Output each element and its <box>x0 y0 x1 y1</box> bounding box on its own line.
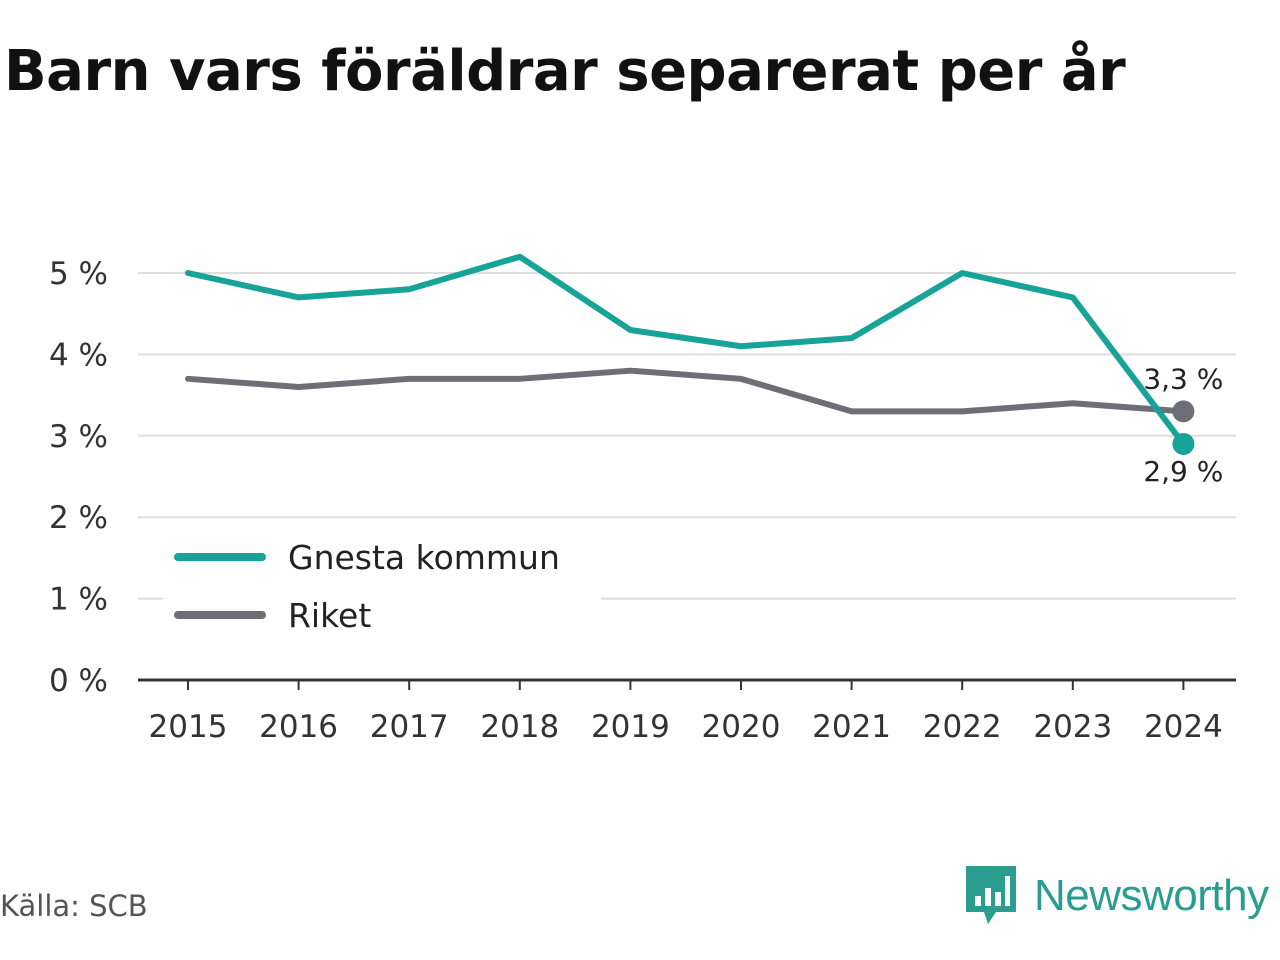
legend-background <box>163 528 601 646</box>
x-axis-ticks <box>187 680 1185 690</box>
source-note: Källa: SCB <box>0 889 148 923</box>
y-tick-label: 1 % <box>49 582 108 618</box>
end-value-label: 2,9 % <box>1143 455 1223 488</box>
y-axis-labels: 0 % 1 % 2 % 3 % 4 % 5 % <box>49 256 108 699</box>
x-tick-label: 2023 <box>1033 709 1112 745</box>
x-tick-label: 2017 <box>370 709 449 745</box>
series-line-gnesta-kommun <box>185 253 1187 447</box>
brand-logo: Newsworthy <box>966 866 1269 926</box>
legend: Gnesta kommun Riket <box>163 528 601 646</box>
x-tick-label: 2019 <box>591 709 670 745</box>
x-tick-label: 2020 <box>702 709 781 745</box>
y-tick-label: 5 % <box>49 256 108 292</box>
legend-label: Gnesta kommun <box>288 538 560 577</box>
y-tick-label: 2 % <box>49 500 108 536</box>
legend-label: Riket <box>288 596 371 635</box>
x-tick-label: 2022 <box>923 709 1002 745</box>
end-marker-riket <box>1172 400 1195 423</box>
x-tick-label: 2015 <box>149 709 228 745</box>
end-marker-gnesta-kommun <box>1172 432 1195 455</box>
series-lines <box>185 253 1187 447</box>
x-tick-label: 2016 <box>259 709 338 745</box>
newsworthy-logo-icon <box>966 866 1016 924</box>
x-tick-label: 2021 <box>812 709 891 745</box>
y-tick-label: 0 % <box>49 663 108 699</box>
chart-title: Barn vars föräldrar separerat per år <box>4 39 1126 104</box>
x-tick-label: 2024 <box>1144 709 1223 745</box>
y-tick-label: 4 % <box>49 337 108 373</box>
brand-name: Newsworthy <box>1034 871 1269 920</box>
end-markers: 2,9 % 3,3 % <box>1143 362 1223 488</box>
end-value-label: 3,3 % <box>1143 362 1223 395</box>
series-line-riket <box>185 367 1187 415</box>
x-tick-label: 2018 <box>480 709 559 745</box>
y-tick-label: 3 % <box>49 419 108 455</box>
x-axis-labels: 2015 2016 2017 2018 2019 2020 2021 2022 2023 2024 <box>149 709 1223 745</box>
